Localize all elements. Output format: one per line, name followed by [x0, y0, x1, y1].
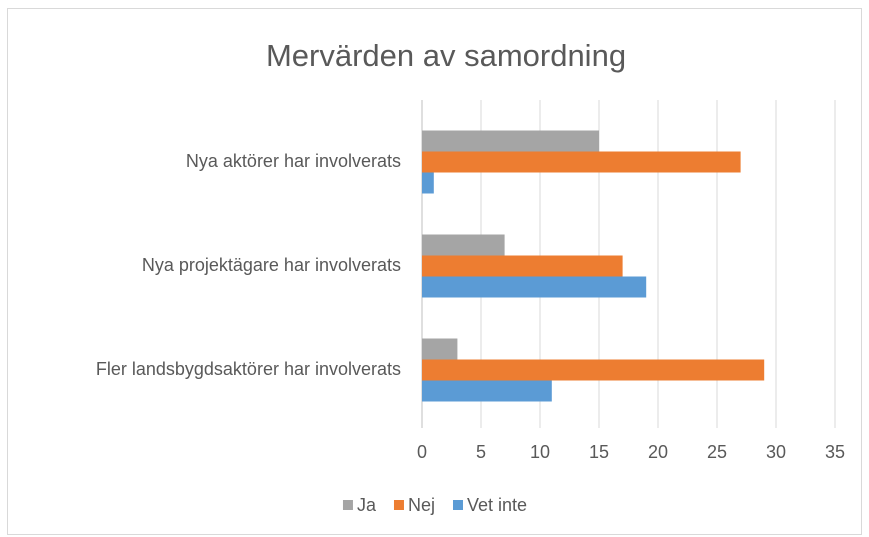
- x-tick-label: 25: [707, 442, 727, 462]
- chart-title: Mervärden av samordning: [266, 38, 626, 73]
- bar: [422, 380, 552, 402]
- legend-label: Ja: [357, 495, 377, 515]
- bar: [422, 338, 458, 360]
- legend-label: Nej: [408, 495, 435, 515]
- x-tick-label: 15: [589, 442, 609, 462]
- bar: [422, 151, 741, 173]
- y-tick-label: Nya aktörer har involverats: [186, 151, 401, 171]
- x-tick-label: 30: [766, 442, 786, 462]
- x-tick-label: 10: [530, 442, 550, 462]
- legend-swatch: [393, 500, 404, 510]
- x-tick-label: 20: [648, 442, 668, 462]
- bar: [422, 172, 434, 194]
- bar: [422, 234, 505, 256]
- legend-swatch: [342, 500, 353, 510]
- legend-label: Vet inte: [467, 495, 527, 515]
- bar: [422, 255, 623, 277]
- bar: [422, 359, 765, 381]
- bar: [422, 130, 599, 152]
- bar: [422, 276, 647, 298]
- x-tick-label: 0: [417, 442, 427, 462]
- x-tick-label: 5: [476, 442, 486, 462]
- y-tick-label: Fler landsbygdsaktörer har involverats: [96, 359, 401, 379]
- y-tick-label: Nya projektägare har involverats: [142, 255, 401, 275]
- legend-swatch: [452, 500, 463, 510]
- x-tick-label: 35: [825, 442, 845, 462]
